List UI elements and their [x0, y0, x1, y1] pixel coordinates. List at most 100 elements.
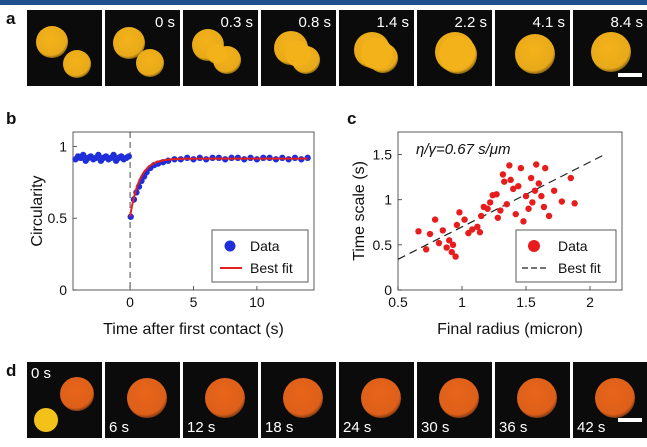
data-point	[476, 229, 484, 236]
y-tick-label: 0	[384, 282, 392, 298]
x-tick-label: 5	[190, 294, 198, 310]
microscopy-row-a: 0 s 0.3 s 0.8 s 1.4 s 2.2 s 4.1 s 8.4 s	[27, 10, 647, 86]
data-point	[449, 241, 457, 249]
droplet	[283, 378, 323, 418]
data-point	[515, 182, 522, 190]
x-axis-label: Final radius (micron)	[437, 321, 583, 338]
data-point	[110, 151, 117, 159]
data-point	[550, 187, 558, 194]
droplet	[517, 378, 557, 418]
legend-marker-data	[528, 240, 540, 252]
row-a-frame	[27, 10, 102, 86]
frame-time-label: 30 s	[421, 419, 450, 436]
data-point	[461, 216, 468, 223]
y-tick-label: 1	[384, 192, 392, 208]
x-tick-label: 0	[126, 294, 134, 310]
row-d-frame: 12 s	[183, 362, 258, 438]
data-point	[535, 180, 542, 187]
data-point	[426, 230, 434, 238]
droplet	[515, 34, 555, 74]
droplet	[361, 378, 401, 418]
data-point	[567, 174, 574, 182]
legend	[211, 229, 309, 283]
data-point	[558, 198, 566, 205]
data-point	[125, 153, 133, 160]
legend-label-fit: Best fit	[250, 260, 293, 276]
droplet	[595, 378, 635, 418]
x-tick-label: 2	[586, 294, 594, 310]
row-a-frame: 0.8 s	[261, 10, 336, 86]
droplet	[113, 27, 145, 59]
legend-label-fit: Best fit	[558, 260, 601, 276]
data-point	[503, 201, 510, 208]
y-axis-label: Circularity	[29, 175, 46, 246]
droplet	[285, 41, 311, 67]
droplet	[205, 378, 245, 418]
data-point	[522, 192, 530, 200]
y-tick-label: 0.5	[48, 210, 68, 226]
data-point	[486, 199, 494, 206]
data-point	[527, 174, 535, 182]
frame-time-label: 8.4 s	[610, 14, 643, 31]
data-point	[431, 216, 439, 223]
row-a-frame: 1.4 s	[339, 10, 414, 86]
x-tick-label: 10	[249, 294, 265, 310]
data-point	[520, 218, 527, 225]
data-point	[422, 246, 430, 253]
scale-bar	[618, 418, 642, 422]
data-point	[478, 212, 485, 220]
data-point	[494, 214, 502, 221]
data-point	[499, 171, 507, 178]
data-point	[439, 227, 446, 234]
frame-time-label: 0 s	[154, 14, 175, 31]
data-point	[501, 178, 508, 185]
frame-time-label: 36 s	[499, 419, 528, 436]
row-d-frame: 18 s	[261, 362, 336, 438]
data-point	[469, 226, 476, 233]
droplet	[591, 32, 631, 72]
data-point	[538, 192, 545, 200]
x-tick-label: 1.5	[516, 294, 536, 310]
frame-time-label: 1.4 s	[376, 14, 409, 31]
frame-time-label: 0.8 s	[298, 14, 331, 31]
x-tick-label: 1	[458, 294, 466, 310]
data-point	[517, 164, 525, 172]
row-d-frame: 42 s	[573, 362, 647, 438]
data-point	[79, 151, 87, 159]
data-point	[446, 237, 453, 244]
frame-time-label: 0 s	[31, 365, 52, 382]
data-point	[448, 248, 455, 256]
x-axis-label: Time after first contact (s)	[103, 321, 284, 338]
data-point	[533, 161, 540, 168]
row-d-frame: 24 s	[339, 362, 414, 438]
frame-time-label: 18 s	[265, 419, 294, 436]
data-point	[510, 185, 517, 193]
frame-time-label: 6 s	[109, 419, 130, 436]
droplet	[439, 36, 477, 74]
data-point	[506, 162, 513, 169]
data-point	[540, 203, 548, 211]
droplet	[127, 378, 167, 418]
row-a-frame: 4.1 s	[495, 10, 570, 86]
data-point	[453, 221, 461, 229]
droplet	[136, 49, 164, 77]
data-point	[443, 244, 450, 251]
droplet	[36, 26, 68, 58]
scale-bar	[618, 73, 642, 77]
row-a-frame: 2.2 s	[417, 10, 492, 86]
data-point	[452, 253, 459, 260]
frame-time-label: 2.2 s	[454, 14, 487, 31]
panel-label-c: c	[347, 109, 357, 128]
y-tick-label: 0.5	[373, 237, 393, 253]
data-point	[512, 210, 519, 218]
legend-label-data: Data	[558, 238, 588, 254]
data-point	[542, 164, 549, 172]
data-point	[531, 187, 539, 194]
data-point	[435, 239, 443, 247]
row-a-frame: 0 s	[105, 10, 180, 86]
data-point	[497, 207, 504, 214]
y-tick-label: 0	[59, 282, 67, 298]
droplet	[63, 50, 91, 78]
data-point	[474, 223, 481, 230]
panel-label-b: b	[6, 109, 17, 128]
